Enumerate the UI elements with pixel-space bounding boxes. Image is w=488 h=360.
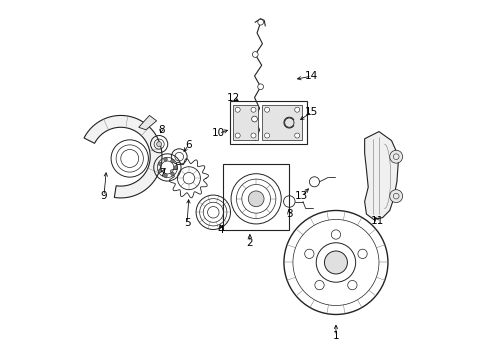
- Circle shape: [324, 251, 346, 274]
- Text: 15: 15: [305, 107, 318, 117]
- Circle shape: [163, 158, 167, 161]
- Text: 13: 13: [295, 191, 308, 201]
- Circle shape: [357, 249, 366, 258]
- Circle shape: [389, 150, 402, 163]
- Circle shape: [264, 133, 269, 138]
- Circle shape: [330, 230, 340, 239]
- Bar: [233, 105, 258, 140]
- Circle shape: [111, 140, 148, 177]
- Circle shape: [304, 249, 313, 258]
- Bar: [223, 164, 289, 230]
- Text: 7: 7: [159, 168, 166, 178]
- Text: 3: 3: [285, 209, 292, 219]
- Text: 1: 1: [332, 331, 339, 341]
- Text: 5: 5: [183, 218, 190, 228]
- Polygon shape: [139, 116, 156, 130]
- Circle shape: [257, 84, 263, 90]
- Circle shape: [314, 280, 324, 290]
- Circle shape: [158, 162, 162, 166]
- Circle shape: [170, 159, 174, 163]
- Circle shape: [235, 107, 240, 112]
- Text: 10: 10: [212, 129, 225, 138]
- Circle shape: [170, 172, 174, 176]
- Text: 6: 6: [185, 140, 192, 150]
- Circle shape: [248, 191, 264, 207]
- Text: 12: 12: [226, 93, 240, 103]
- Circle shape: [264, 107, 269, 112]
- Text: 4: 4: [218, 225, 224, 235]
- Circle shape: [158, 169, 162, 173]
- Polygon shape: [84, 116, 162, 198]
- Circle shape: [252, 51, 258, 57]
- Circle shape: [389, 190, 402, 203]
- Polygon shape: [364, 132, 398, 220]
- Circle shape: [257, 19, 263, 25]
- Circle shape: [156, 141, 162, 147]
- Circle shape: [294, 133, 299, 138]
- Text: 14: 14: [305, 71, 318, 81]
- Text: 9: 9: [101, 191, 107, 201]
- Text: 2: 2: [246, 238, 253, 248]
- Bar: [230, 101, 306, 144]
- Circle shape: [163, 174, 167, 177]
- Circle shape: [347, 280, 356, 290]
- Text: 8: 8: [158, 125, 164, 135]
- Bar: [262, 105, 301, 140]
- Circle shape: [251, 116, 257, 122]
- Circle shape: [235, 133, 240, 138]
- Circle shape: [250, 107, 255, 112]
- Circle shape: [174, 166, 177, 169]
- Circle shape: [250, 133, 255, 138]
- Text: 11: 11: [370, 216, 383, 226]
- Circle shape: [294, 107, 299, 112]
